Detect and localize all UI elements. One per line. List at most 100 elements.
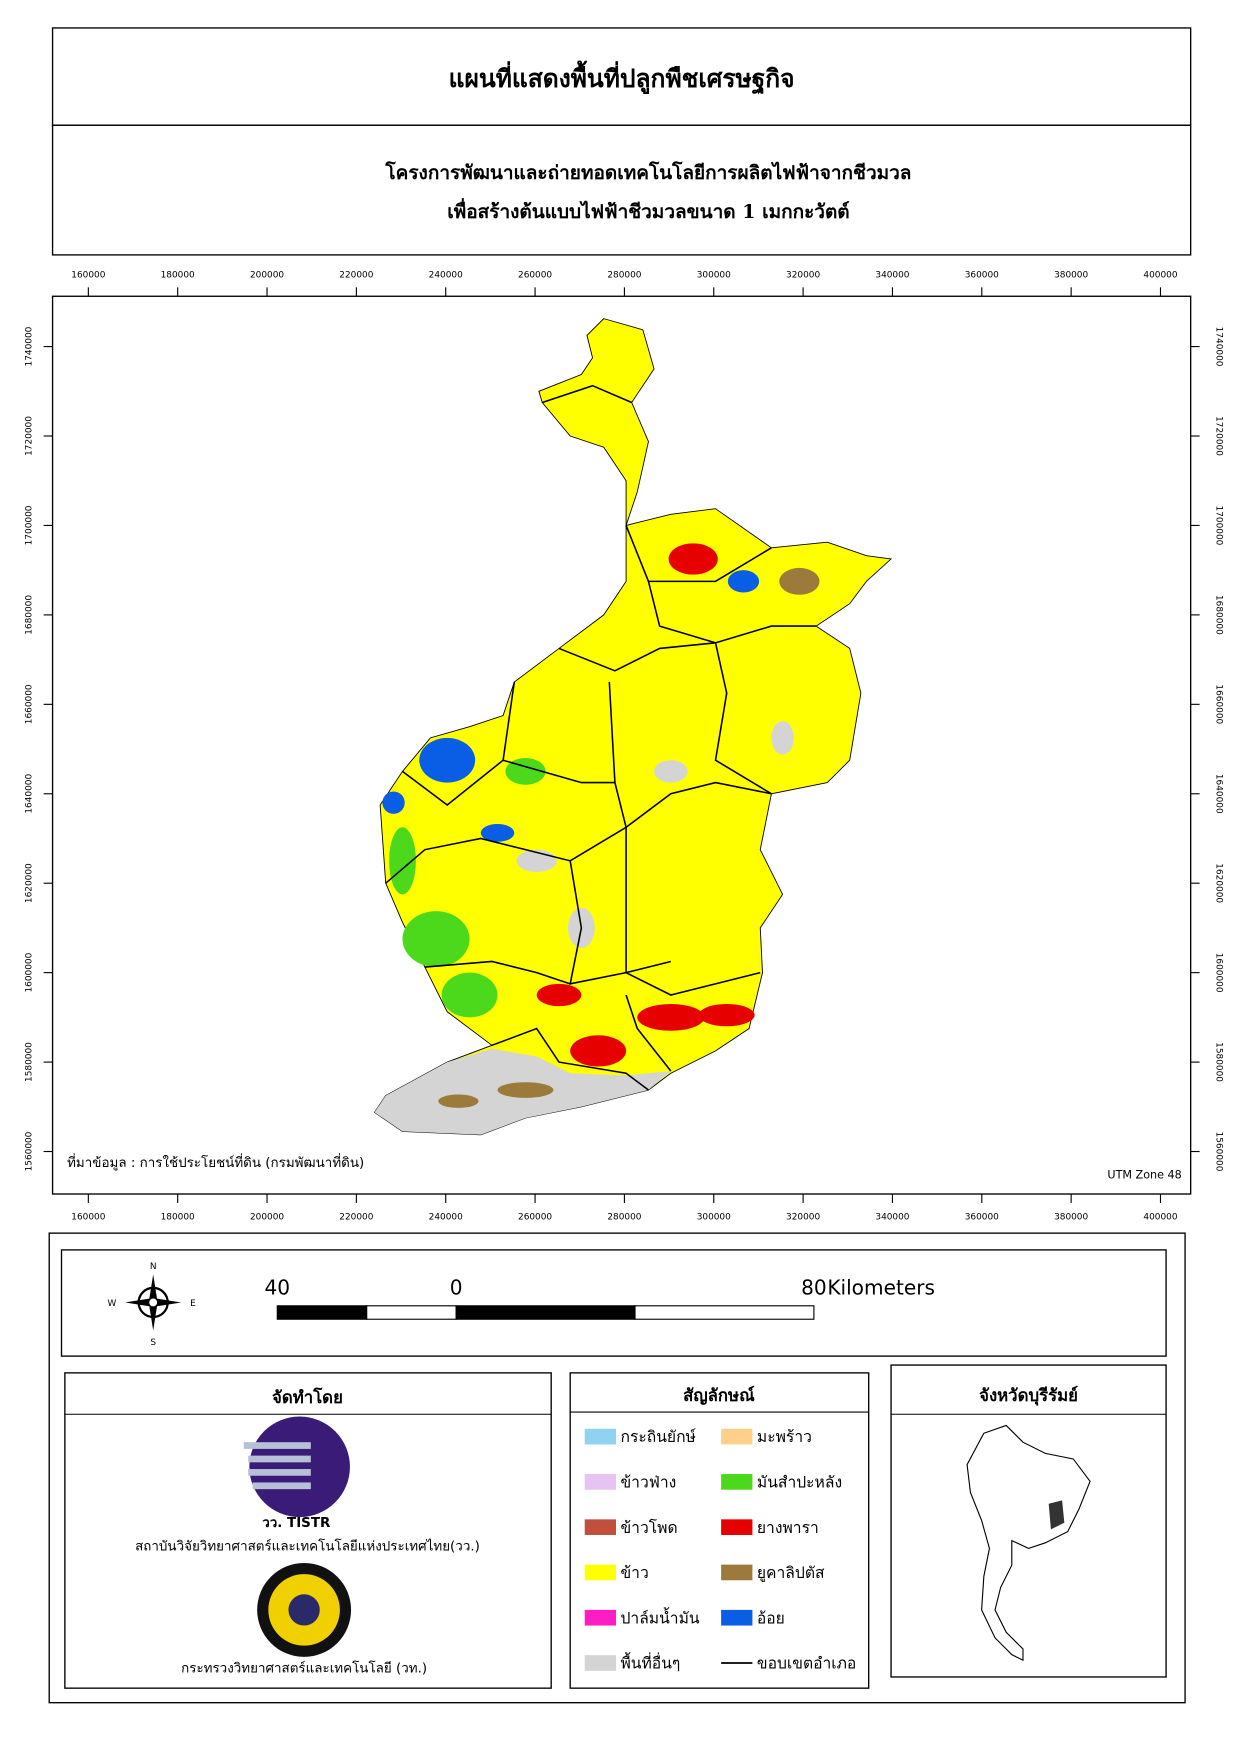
- legend-swatch: [721, 1609, 753, 1626]
- title: แผนที่แสดงพื้นที่ปลูกพืชเศรษฐกิจ: [449, 60, 795, 95]
- inset-box: [890, 1364, 1167, 1678]
- crop-patches: [382, 543, 820, 1108]
- y-tick-label: 1680000: [24, 595, 34, 635]
- legend-label: ข้าวฟ่าง: [621, 1472, 677, 1491]
- utm-zone: UTM Zone 48: [1107, 1168, 1181, 1181]
- y-tick-label: 1720000: [1213, 416, 1223, 456]
- y-tick-label: 1640000: [24, 774, 34, 814]
- legend-label: มันสำปะหลัง: [757, 1472, 842, 1491]
- subtitle: เพื่อสร้างต้นแบบไฟฟ้าชีวมวลขนาด 1 เมกกะว…: [447, 198, 849, 223]
- y-tick-label: 1600000: [1213, 953, 1223, 993]
- x-tick-label: 360000: [965, 270, 999, 280]
- legend-swatch: [721, 1564, 753, 1581]
- legend-label: ยูคาลิปตัส: [757, 1563, 825, 1583]
- inset-title: จังหวัดบุรีรัมย์: [979, 1385, 1078, 1406]
- y-tick-label: 1700000: [24, 505, 34, 545]
- x-tick-label: 160000: [71, 1213, 105, 1223]
- subtitle: โครงการพัฒนาและถ่ายทอดเทคโนโลยีการผลิตไฟ…: [384, 161, 911, 184]
- y-tick-label: 1660000: [24, 684, 34, 724]
- x-tick-label: 180000: [161, 1213, 195, 1223]
- scale-label: 40: [264, 1276, 290, 1300]
- scale-box: [60, 1249, 1167, 1357]
- scale-label: 80: [801, 1276, 827, 1300]
- y-tick-label: 1620000: [1213, 863, 1223, 903]
- y-tick-label: 1620000: [24, 863, 34, 903]
- scale-bar: 40 0 80 Kilometers: [264, 1276, 935, 1320]
- x-tick-label: 400000: [1143, 270, 1177, 280]
- legend-swatch: [721, 1519, 753, 1535]
- legend-panel: [48, 1232, 1186, 1704]
- tistr-logo: วว. TISTR: [243, 1416, 350, 1531]
- x-tick-label: 240000: [429, 270, 463, 280]
- x-tick-label: 340000: [875, 270, 909, 280]
- legend-swatch: [584, 1564, 617, 1581]
- x-tick-label: 320000: [786, 270, 820, 280]
- legend-swatch: [721, 1428, 753, 1445]
- graticule: 160000 160000 180000 180000 200000 200000 2200…: [24, 270, 1223, 1222]
- x-tick-label: 240000: [429, 1213, 463, 1223]
- x-tick-label: 360000: [965, 1213, 999, 1223]
- x-tick-label: 260000: [518, 270, 552, 280]
- ministry-logo: [257, 1562, 352, 1657]
- province-map: [373, 318, 893, 1136]
- x-tick-label: 200000: [250, 1213, 284, 1223]
- legend-label: ขอบเขตอำเภอ: [757, 1654, 856, 1673]
- y-tick-label: 1740000: [1213, 327, 1223, 367]
- y-tick-label: 1700000: [1213, 506, 1223, 546]
- org-name: กระทรวงวิทยาศาสตร์และเทคโนโลยี (วท.): [181, 1661, 427, 1677]
- legend-label: อ้อย: [757, 1608, 785, 1627]
- legend-label: พื้นที่อื่นๆ: [621, 1652, 681, 1673]
- east-label: E: [190, 1299, 196, 1309]
- legend-label: ข้าวโพด: [621, 1518, 678, 1537]
- x-tick-label: 260000: [518, 1213, 552, 1223]
- subtitle-box: [51, 124, 1192, 256]
- province-highlight: [1048, 1500, 1065, 1530]
- x-tick-label: 220000: [339, 270, 373, 280]
- y-tick-label: 1580000: [24, 1042, 34, 1082]
- legend-swatch: [584, 1474, 617, 1490]
- x-tick-label: 280000: [607, 270, 641, 280]
- north-label: N: [150, 1262, 157, 1272]
- legend-items: กระถินยักษ์ มะพร้าวข้าวฟ่าง มันสำปะหลังข้า…: [584, 1427, 856, 1673]
- district-boundaries: [385, 384, 817, 1091]
- legend-box: [569, 1372, 870, 1689]
- legend-label: กระถินยักษ์: [621, 1427, 697, 1446]
- x-tick-label: 160000: [71, 270, 105, 280]
- x-tick-label: 180000: [161, 270, 195, 280]
- y-tick-label: 1640000: [1213, 774, 1223, 814]
- y-tick-label: 1660000: [1213, 684, 1223, 724]
- legend-swatch: [584, 1609, 617, 1626]
- producer-box: [64, 1372, 552, 1689]
- y-tick-label: 1740000: [24, 326, 34, 366]
- y-tick-label: 1680000: [1213, 595, 1223, 635]
- legend-swatch: [584, 1519, 617, 1535]
- legend-swatch: [584, 1655, 617, 1671]
- logo-text: วว. TISTR: [262, 1516, 331, 1531]
- y-tick-label: 1560000: [24, 1131, 34, 1171]
- x-tick-label: 200000: [250, 270, 284, 280]
- y-tick-label: 1560000: [1213, 1132, 1223, 1172]
- legend-swatch: [584, 1428, 617, 1445]
- legend-label: ปาล์มน้ำมัน: [621, 1606, 700, 1627]
- y-tick-label: 1720000: [24, 416, 34, 456]
- x-tick-label: 280000: [607, 1213, 641, 1223]
- data-source: ที่มาข้อมูล : การใช้ประโยชน์ที่ดิน (กรมพ…: [67, 1153, 364, 1171]
- x-tick-label: 400000: [1143, 1213, 1177, 1223]
- scale-unit: Kilometers: [827, 1276, 935, 1300]
- x-tick-label: 220000: [339, 1213, 373, 1223]
- x-tick-label: 340000: [875, 1213, 909, 1223]
- x-tick-label: 300000: [697, 270, 731, 280]
- north-arrow: N E S W: [107, 1262, 196, 1348]
- x-tick-label: 320000: [786, 1213, 820, 1223]
- map-frame: [51, 295, 1192, 1195]
- west-label: W: [107, 1299, 116, 1309]
- producer-title: จัดทำโดย: [272, 1387, 343, 1407]
- x-tick-label: 300000: [697, 1213, 731, 1223]
- legend-label: มะพร้าว: [757, 1427, 812, 1446]
- legend-title: สัญลักษณ์: [683, 1385, 755, 1406]
- y-tick-label: 1580000: [1213, 1042, 1223, 1082]
- x-tick-label: 380000: [1054, 1213, 1088, 1223]
- legend-swatch: [721, 1474, 753, 1490]
- scale-label: 0: [450, 1276, 463, 1300]
